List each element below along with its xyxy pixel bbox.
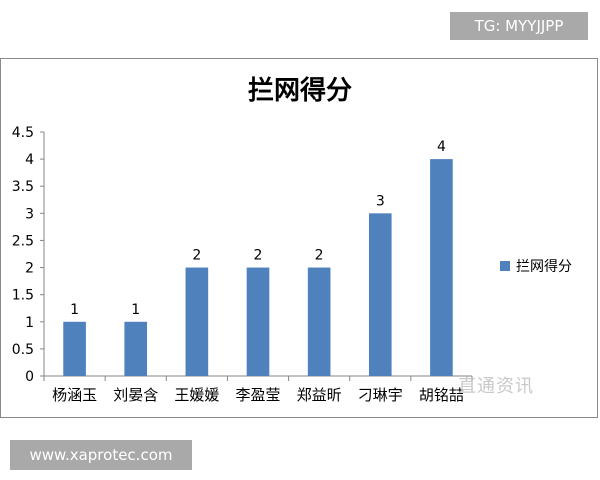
data-label: 1 [131, 302, 140, 318]
chart-title: 拦网得分 [247, 76, 352, 106]
bar [368, 213, 392, 376]
y-tick-label: 0.5 [12, 342, 34, 358]
top-watermark: TG: MYYJJPP [450, 12, 588, 40]
y-tick-label: 3 [25, 206, 34, 222]
x-tick-label: 刘晏含 [113, 386, 158, 404]
data-label: 2 [192, 248, 201, 264]
y-tick-label: 2 [25, 261, 34, 277]
y-tick-label: 1.5 [12, 288, 34, 304]
y-tick-label: 0 [25, 369, 34, 385]
legend-label: 拦网得分 [516, 259, 572, 275]
x-tick-label: 李盈莹 [235, 386, 280, 404]
y-tick-label: 4.5 [12, 125, 34, 141]
chart-panel [0, 58, 598, 418]
x-tick-label: 王媛媛 [174, 386, 219, 404]
y-tick-label: 4 [25, 152, 34, 168]
x-tick-label: 郑益昕 [297, 386, 342, 404]
y-tick-label: 2.5 [12, 233, 34, 249]
bar [246, 267, 270, 376]
bar [430, 159, 453, 376]
y-tick-label: 3.5 [12, 179, 34, 195]
bar [185, 267, 209, 376]
data-label: 3 [376, 193, 385, 209]
data-label: 2 [315, 248, 324, 264]
corner-watermark: 直通资讯 [458, 376, 534, 397]
bottom-watermark: www.xaprotec.com [10, 440, 192, 470]
y-tick-label: 1 [25, 315, 34, 331]
data-label: 4 [437, 139, 446, 155]
legend-swatch [500, 261, 510, 271]
legend: 拦网得分 [500, 256, 572, 276]
bar [307, 267, 331, 376]
x-tick-label: 刁琳宇 [358, 386, 403, 404]
bar [124, 321, 148, 376]
x-tick-label: 胡铭喆 [419, 386, 464, 404]
data-label: 1 [70, 302, 79, 318]
bar [63, 321, 86, 376]
x-tick-label: 杨涵玉 [52, 386, 97, 404]
data-label: 2 [254, 248, 263, 264]
